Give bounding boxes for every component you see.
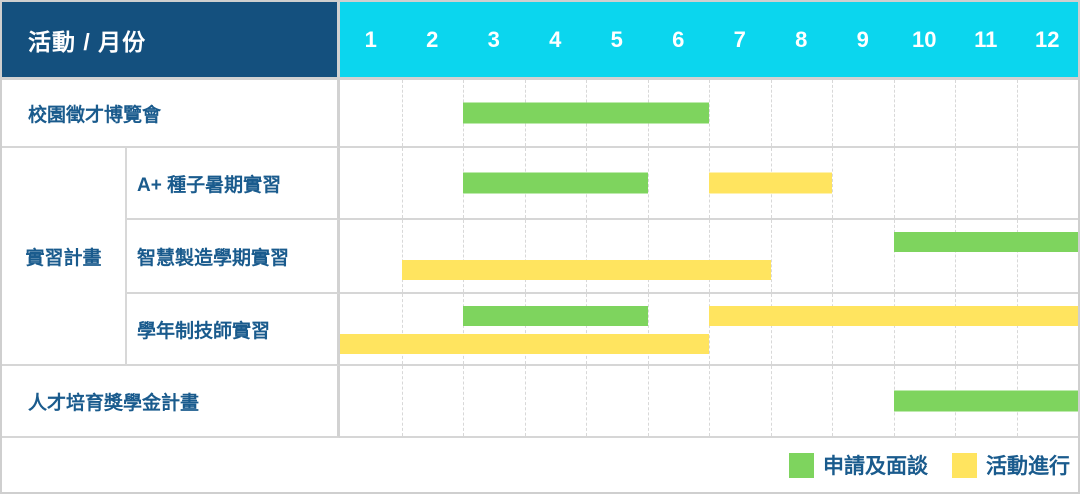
month-gridline (647, 148, 649, 218)
legend-label: 申請及面談 (823, 455, 928, 478)
month-gridline (1016, 294, 1018, 364)
row-timeline (340, 80, 1078, 148)
month-gridline (832, 366, 833, 436)
month-gridline (955, 294, 956, 364)
month-gridline (832, 148, 833, 218)
row-timeline (340, 220, 1078, 294)
month-gridline (770, 220, 772, 292)
month-gridline (770, 294, 772, 364)
gantt-bar-active (709, 172, 832, 194)
gantt-bar-apply (463, 102, 709, 124)
gantt-bar-apply (893, 390, 1078, 412)
row-label: 人才培育獎學金計畫 (2, 366, 340, 438)
month-header-label: 1 (364, 26, 377, 52)
month-header-label: 12 (1035, 26, 1060, 52)
month-gridline (893, 220, 895, 292)
month-gridline (586, 366, 587, 436)
gantt-bar-apply (463, 306, 648, 326)
row-label: 校園徵才博覽會 (2, 80, 340, 148)
month-gridline (893, 148, 895, 218)
month-header-label: 2 (426, 26, 439, 52)
month-gridline (832, 294, 833, 364)
month-gridline (955, 148, 956, 218)
gantt-bar-active (401, 260, 771, 280)
month-gridline (1016, 220, 1018, 292)
month-gridline (401, 80, 403, 146)
month-gridline (524, 294, 526, 364)
month-gridline (709, 220, 710, 292)
month-gridline (524, 220, 526, 292)
header-title: 活動 / 月份 (28, 28, 147, 55)
month-gridline (647, 366, 649, 436)
month-header-label: 8 (795, 26, 808, 52)
month-gridline (463, 294, 464, 364)
row-label: A+ 種子暑期實習 (127, 148, 340, 220)
month-gridline (832, 220, 833, 292)
month-header-label: 7 (733, 26, 746, 52)
month-header-label: 10 (912, 26, 937, 52)
month-gridline (1016, 148, 1018, 218)
month-gridline (401, 366, 403, 436)
month-gridline (770, 366, 772, 436)
month-header-label: 3 (487, 26, 500, 52)
month-gridline (832, 80, 833, 146)
legend-label: 活動進行 (986, 455, 1070, 478)
row-timeline (340, 148, 1078, 220)
header-activity-month-cell: 活動 / 月份 (2, 2, 340, 80)
month-gridline (893, 80, 895, 146)
gantt-bar-active (709, 306, 1078, 326)
legend-swatch-apply (789, 452, 814, 478)
row-group-label: 實習計畫 (2, 148, 127, 366)
gantt-bar-active (340, 334, 709, 354)
month-gridline (709, 80, 710, 146)
month-gridline (586, 294, 587, 364)
month-gridline (770, 80, 772, 146)
month-gridline (955, 80, 956, 146)
month-gridline (1016, 80, 1018, 146)
row-label: 學年制技師實習 (127, 294, 340, 366)
gantt-bar-apply (893, 232, 1078, 252)
legend-item: 申請及面談 (789, 450, 928, 480)
month-header-label: 6 (672, 26, 685, 52)
month-gridline (401, 294, 403, 364)
month-header-label: 11 (974, 26, 998, 52)
row-timeline (340, 294, 1078, 366)
month-gridline (647, 220, 649, 292)
month-header-label: 5 (610, 26, 623, 52)
month-gridline (401, 220, 403, 292)
legend-swatch-active (952, 452, 977, 478)
row-label: 智慧製造學期實習 (127, 220, 340, 294)
month-gridline (463, 220, 464, 292)
month-gridline (401, 148, 403, 218)
month-gridline (647, 294, 649, 364)
gantt-bar-apply (463, 172, 648, 194)
month-header-row: 1 2 3 4 5 6 7 8 9 10 11 12 (340, 2, 1078, 80)
row-timeline (340, 366, 1078, 438)
month-gridline (586, 220, 587, 292)
legend: 申請及面談 活動進行 (2, 438, 1078, 492)
month-gridline (463, 366, 464, 436)
month-gridline (709, 366, 710, 436)
month-gridline (709, 294, 710, 364)
month-header-label: 9 (856, 26, 869, 52)
month-gridline (893, 294, 895, 364)
month-gridline (524, 366, 526, 436)
month-gridline (955, 220, 956, 292)
legend-item: 活動進行 (952, 450, 1070, 480)
month-header-label: 4 (549, 26, 562, 52)
